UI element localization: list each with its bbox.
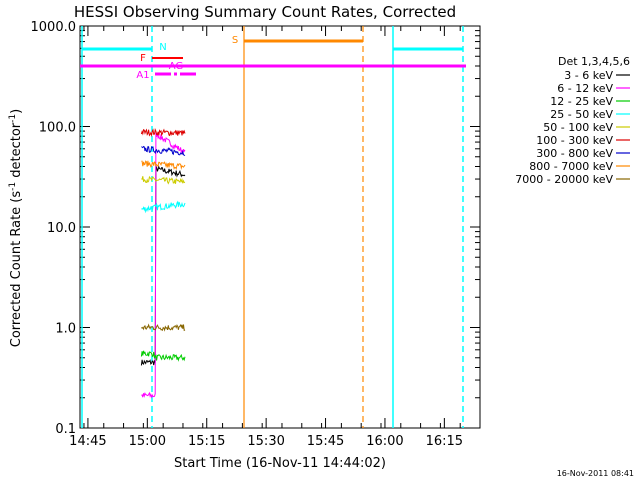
state-label-a1: A1 [136, 70, 149, 81]
x-tick-label: 16:15 [426, 434, 463, 449]
legend-label-8: 7000 - 20000 keV [515, 173, 613, 186]
legend-label-3: 25 - 50 keV [550, 108, 613, 121]
state-label-s: S [232, 35, 238, 46]
legend-label-7: 800 - 7000 keV [529, 160, 613, 173]
plot-axes: 1000.0 100.0 10.0 1.0 0.114:45 15:00 15:15 15:3… [31, 20, 481, 449]
state-label-f: F [140, 53, 146, 64]
x-tick-label: 15:00 [129, 434, 166, 449]
legend-label-1: 6 - 12 keV [557, 82, 613, 95]
y-tick-label: 100.0 [39, 121, 76, 136]
series-line-0 [140, 164, 186, 366]
state-label-n: N [159, 42, 166, 53]
y-axis-label-sup2: -1 [8, 114, 18, 123]
y-axis-label-end: ) [9, 109, 24, 114]
chart-title: HESSI Observing Summary Count Rates, Cor… [74, 3, 456, 21]
series-line-3 [141, 200, 186, 214]
legend-title: Det 1,3,4,5,6 [558, 55, 630, 68]
y-tick-label: 10.0 [47, 221, 76, 236]
series-line-2 [140, 350, 186, 362]
series-lines [140, 128, 186, 399]
y-tick-label: 1.0 [55, 322, 76, 337]
legend-label-2: 12 - 25 keV [550, 95, 613, 108]
legend-label-4: 50 - 100 keV [543, 121, 613, 134]
legend-label-6: 300 - 800 keV [536, 147, 613, 160]
series-line-4 [141, 175, 186, 185]
series-line-5 [140, 128, 186, 138]
y-axis-label: Corrected Count Rate (s-1 detector-1) [8, 109, 24, 347]
x-tick-label: 14:45 [69, 434, 106, 449]
y-axis-label-mid: detector [9, 122, 24, 182]
x-tick-label: 15:45 [307, 434, 344, 449]
y-axis-label-main: Corrected Count Rate (s [9, 191, 24, 348]
state-label-ag: AG [169, 61, 183, 72]
legend-label-0: 3 - 6 keV [564, 69, 613, 82]
y-tick-label: 1000.0 [31, 20, 77, 35]
series-line-1 [141, 131, 186, 399]
y-axis-label-sup1: -1 [8, 182, 18, 191]
x-tick-label: 15:30 [247, 434, 284, 449]
x-axis-label: Start Time (16-Nov-11 14:44:02) [174, 456, 386, 471]
y-tick-label: 0.1 [55, 422, 76, 437]
series-line-7 [141, 160, 186, 170]
x-tick-label: 16:00 [366, 434, 403, 449]
x-tick-label: 15:15 [188, 434, 225, 449]
timestamp: 16-Nov-2011 08:41 [557, 469, 634, 478]
legend-label-5: 100 - 300 keV [536, 134, 613, 147]
series-line-6 [141, 145, 186, 157]
series-line-8 [141, 323, 186, 332]
state-overlays: N F AG A1 S [80, 26, 466, 428]
plot-frame [79, 25, 481, 429]
